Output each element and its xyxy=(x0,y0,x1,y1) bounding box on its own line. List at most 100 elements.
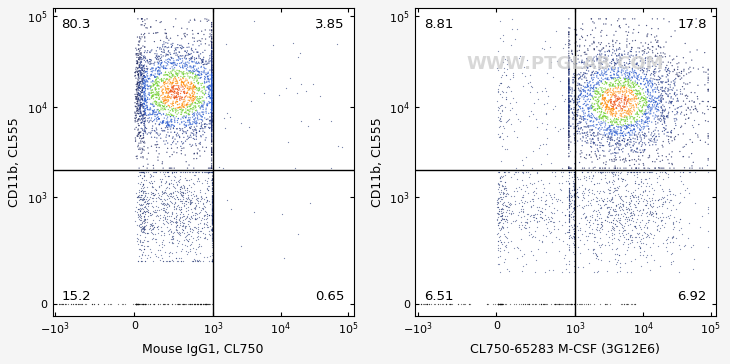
Point xyxy=(605,129,617,135)
Point xyxy=(579,101,591,107)
Point xyxy=(624,113,636,119)
Point xyxy=(141,50,153,55)
Point xyxy=(129,91,141,97)
Point xyxy=(192,72,204,78)
Point xyxy=(631,158,642,164)
Point xyxy=(592,132,604,138)
Point xyxy=(137,181,149,187)
Point xyxy=(172,105,184,111)
Point xyxy=(523,174,535,180)
Point xyxy=(541,121,553,127)
Point xyxy=(563,181,575,186)
Point xyxy=(196,116,207,122)
Point xyxy=(585,143,596,149)
Point xyxy=(568,192,580,198)
Point xyxy=(492,114,504,120)
Point xyxy=(624,84,636,90)
Point xyxy=(585,102,597,108)
Point xyxy=(134,78,146,84)
Point xyxy=(604,123,615,129)
Point xyxy=(572,138,583,144)
Point xyxy=(658,128,670,134)
Point xyxy=(585,16,597,22)
Point xyxy=(593,126,604,132)
Point xyxy=(206,218,218,223)
Point xyxy=(563,37,575,43)
Point xyxy=(206,83,218,89)
Point xyxy=(610,129,621,135)
Point xyxy=(620,95,632,101)
Point xyxy=(671,54,683,59)
Point xyxy=(196,169,207,175)
Point xyxy=(623,93,634,99)
Point xyxy=(563,93,575,99)
Point xyxy=(645,198,656,203)
Point xyxy=(604,116,616,122)
Point xyxy=(147,169,159,175)
Point xyxy=(575,237,586,243)
Point xyxy=(172,111,183,117)
Point xyxy=(163,122,174,127)
Point xyxy=(206,84,218,90)
Point xyxy=(136,102,147,108)
Point xyxy=(196,207,207,213)
Point xyxy=(129,118,141,123)
Point xyxy=(444,301,456,306)
Point xyxy=(587,127,599,132)
Point xyxy=(174,98,185,103)
Point xyxy=(607,47,619,52)
Point xyxy=(206,100,218,106)
Point xyxy=(612,140,624,146)
Point xyxy=(185,169,197,175)
Point xyxy=(643,126,655,132)
Point xyxy=(137,103,148,108)
Point xyxy=(204,31,216,37)
Point xyxy=(535,197,547,203)
Point xyxy=(139,84,150,90)
Point xyxy=(136,96,147,102)
Point xyxy=(501,57,512,63)
Point xyxy=(167,66,179,72)
Point xyxy=(545,214,556,220)
Point xyxy=(641,99,653,105)
Point xyxy=(527,202,539,208)
Point xyxy=(153,254,164,260)
Point xyxy=(144,49,155,55)
Point xyxy=(159,128,171,134)
Point xyxy=(172,194,183,199)
Point xyxy=(206,134,218,140)
Point xyxy=(661,130,673,135)
Point xyxy=(604,98,615,103)
Point xyxy=(577,194,588,200)
Point xyxy=(639,132,650,138)
Point xyxy=(161,89,172,95)
Point xyxy=(164,77,175,83)
Point xyxy=(632,74,644,80)
Point xyxy=(549,301,561,306)
Point xyxy=(142,230,153,236)
Point xyxy=(139,125,151,131)
Point xyxy=(139,93,150,99)
Point xyxy=(595,195,607,201)
Point xyxy=(702,133,714,139)
Point xyxy=(159,72,171,78)
Point xyxy=(147,65,158,71)
Point xyxy=(626,87,637,93)
Point xyxy=(599,111,610,116)
Point xyxy=(580,98,591,104)
Point xyxy=(652,120,664,126)
Point xyxy=(135,185,147,191)
Point xyxy=(583,198,594,203)
Point xyxy=(619,104,631,110)
Point xyxy=(566,236,577,241)
Point xyxy=(600,59,612,64)
Point xyxy=(176,94,188,100)
Point xyxy=(657,96,669,102)
Point xyxy=(145,178,157,184)
Point xyxy=(612,165,623,171)
Point xyxy=(495,301,507,306)
Point xyxy=(646,130,658,136)
Point xyxy=(615,75,626,81)
Point xyxy=(683,106,694,111)
Point xyxy=(134,93,146,99)
